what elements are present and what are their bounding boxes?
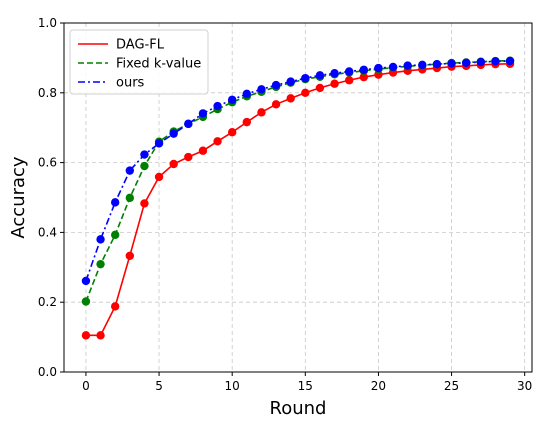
data-point	[213, 101, 222, 111]
y-tick-label: 0.2	[38, 295, 57, 309]
y-tick-label: 0.6	[38, 156, 57, 170]
data-point	[198, 109, 208, 118]
data-point	[344, 67, 354, 76]
plot-frame	[63, 22, 533, 373]
data-point	[315, 83, 325, 93]
data-point	[110, 198, 120, 207]
legend-label: DAG-FL	[116, 38, 165, 53]
data-point	[169, 129, 178, 138]
data-point	[330, 69, 339, 78]
data-point	[169, 159, 178, 169]
data-point	[140, 150, 149, 159]
data-point	[242, 117, 252, 127]
y-tick-label: 0.8	[38, 86, 57, 100]
data-point	[125, 193, 135, 203]
legend-label: Fixed k-value	[116, 57, 201, 72]
series-2	[81, 56, 515, 286]
legend: DAG-FL Fixed k-value ours	[69, 29, 209, 95]
legend-box	[69, 29, 209, 95]
data-point	[96, 235, 105, 244]
y-tick-label: 0.0	[38, 365, 57, 379]
data-point	[286, 94, 295, 103]
data-point	[125, 251, 135, 260]
data-point	[125, 166, 135, 175]
data-point	[110, 302, 120, 311]
data-point	[476, 57, 486, 67]
data-point	[140, 199, 149, 208]
data-point	[418, 60, 427, 70]
data-point	[344, 76, 354, 85]
data-point	[81, 331, 91, 340]
data-point	[374, 63, 383, 73]
data-point	[81, 297, 91, 306]
data-point	[403, 61, 412, 70]
y-tick-label: 1.0	[38, 16, 57, 30]
x-tick-label: 0	[82, 379, 90, 393]
data-point	[81, 276, 91, 286]
data-point	[286, 77, 295, 86]
data-point	[271, 80, 281, 90]
y-tick-label: 0.4	[38, 225, 57, 239]
data-point	[301, 73, 310, 83]
x-tick-label: 15	[298, 379, 313, 393]
data-point	[140, 161, 149, 171]
data-point	[198, 146, 208, 155]
x-tick-label: 20	[371, 379, 386, 393]
data-point	[184, 119, 193, 129]
data-point	[110, 230, 120, 240]
series-layer	[81, 56, 515, 340]
data-point	[242, 89, 252, 99]
data-point	[96, 331, 105, 340]
data-point	[432, 59, 442, 69]
data-point	[388, 62, 398, 72]
data-point	[461, 58, 471, 67]
data-point	[257, 85, 266, 94]
legend-label: ours	[116, 76, 145, 91]
data-point	[184, 152, 193, 162]
data-point	[505, 56, 515, 66]
data-point	[257, 108, 266, 117]
data-point	[227, 128, 237, 137]
data-point	[301, 88, 310, 98]
x-tick-label: 25	[444, 379, 459, 393]
data-point	[271, 100, 281, 109]
x-tick-label: 30	[517, 379, 532, 393]
data-point	[359, 72, 369, 82]
y-axis-label: Accuracy	[8, 156, 29, 239]
data-point	[154, 172, 164, 182]
data-point	[315, 71, 325, 80]
x-tick-label: 10	[225, 379, 240, 393]
data-point	[330, 79, 339, 88]
x-tick-label: 5	[155, 379, 163, 393]
axis-ticks: 0 5 10 15 20 25 30 0.0 0.2 0.4 0.6 0.8 1.0	[38, 16, 532, 393]
data-point	[491, 57, 500, 66]
data-point	[447, 59, 456, 68]
data-point	[213, 137, 222, 146]
data-point	[154, 139, 164, 148]
x-axis-label: Round	[270, 398, 327, 419]
data-point	[96, 259, 105, 269]
data-point	[227, 95, 237, 104]
data-point	[359, 65, 369, 74]
